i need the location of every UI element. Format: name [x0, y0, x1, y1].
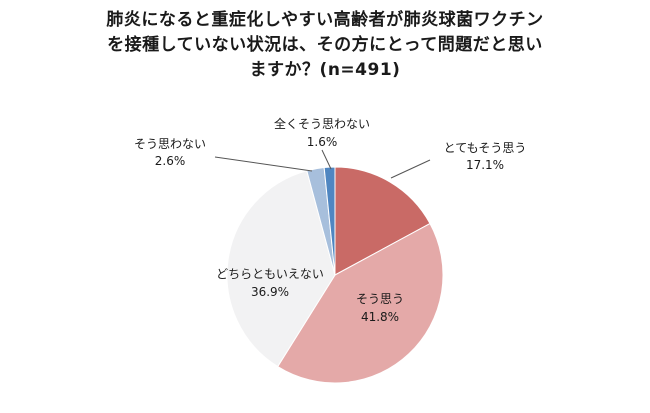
slice-label-name-5: 全くそう思わない	[274, 116, 370, 131]
slice-label-name-4: そう思わない	[134, 137, 206, 151]
chart-title-line-2: を接種していない状況は、その方にとって問題だと思い	[107, 35, 543, 55]
pie-slices	[226, 166, 444, 384]
slice-label-value-3: 36.9%	[251, 285, 289, 299]
slice-label-name-1: とてもそう思う	[444, 141, 527, 155]
slice-label-value-4: 2.6%	[155, 154, 186, 168]
pie-slice-1	[334, 166, 431, 276]
chart-title-line-3: ますか？(n=491)	[249, 60, 401, 80]
pie-slice-3	[226, 170, 336, 368]
slice-label-name-2: そう思う	[356, 292, 404, 306]
slice-label-value-2: 41.8%	[361, 310, 399, 324]
slice-label-value-5: 1.6%	[307, 135, 338, 149]
leader-line-5	[321, 149, 332, 170]
slice-label-name-3: どちらともいえない	[216, 267, 324, 281]
chart-title-line-1: 肺炎になると重症化しやすい高齢者が肺炎球菌ワクチン	[106, 10, 544, 30]
leader-line-1	[390, 159, 431, 179]
leader-line-4	[214, 156, 313, 172]
slice-label-value-1: 17.1%	[466, 158, 504, 172]
leader-lines	[214, 149, 431, 179]
pie-slice-2	[277, 222, 444, 384]
slice-labels: とてもそう思う 17.1% そう思う 41.8% どちらともいえない 36.9% そう思わな…	[134, 116, 526, 324]
chart-title: 肺炎になると重症化しやすい高齢者が肺炎球菌ワクチン を接種していない状況は、その…	[40, 8, 610, 83]
